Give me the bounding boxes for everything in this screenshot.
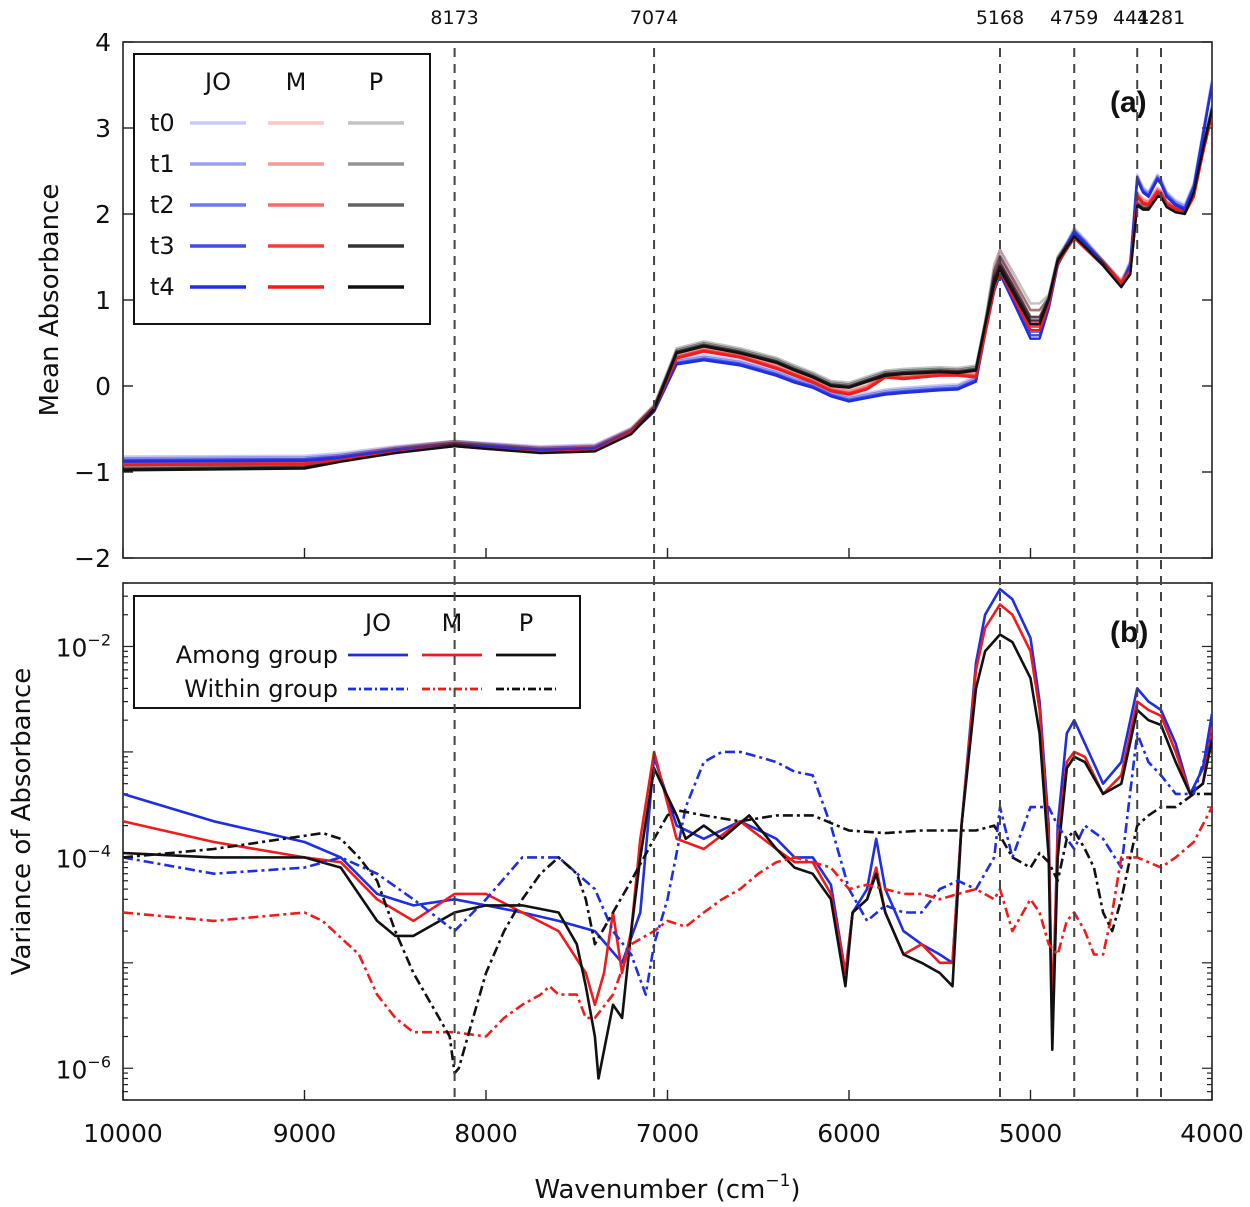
mean-curve-p-t4 xyxy=(123,110,1212,472)
legend-b-col-M: M xyxy=(442,609,463,637)
y-tick-label-a: 4 xyxy=(95,28,111,57)
legend-a: JO M Pt0 t1 t2 t3 t4 xyxy=(133,53,431,325)
legend-b-col-JO: JO xyxy=(363,609,391,637)
peak-label-8173: 8173 xyxy=(430,7,478,29)
y-tick-label-b: 10−2 xyxy=(56,630,111,662)
panel-label-b: (b) xyxy=(1110,616,1148,649)
legend-b: JO M P Among group Within group xyxy=(133,595,581,709)
legend-a-col-P: P xyxy=(369,68,383,96)
x-axis-label: Wavenumber (cm−1) xyxy=(534,1171,800,1205)
y-tick-label-a: −1 xyxy=(74,458,111,487)
legend-a-row-t3: t3 xyxy=(150,232,175,260)
x-axis: 10000 9000 8000 7000 6000 5000 4000 Wavenumber … xyxy=(83,548,1244,1205)
legend-b-row-among-group: Among group xyxy=(176,641,338,669)
variance-curve-p-within-group xyxy=(123,792,1212,1075)
legend-a-row-t1: t1 xyxy=(150,150,175,178)
x-tick-label: 4000 xyxy=(1180,1119,1244,1148)
y-tick-label-b: 10−6 xyxy=(56,1052,111,1084)
y-tick-label-a: 0 xyxy=(95,372,111,401)
variance-curve-jo-within-group xyxy=(123,732,1212,996)
panel-b-curves xyxy=(123,587,1212,1080)
peak-label-4759: 4759 xyxy=(1050,7,1098,29)
x-tick-label: 9000 xyxy=(273,1119,337,1148)
legend-a-col-JO: JO xyxy=(203,68,231,96)
y-tick-label-a: 2 xyxy=(95,200,111,229)
legend-a-row-t2: t2 xyxy=(150,191,175,219)
panel-label-a: (a) xyxy=(1110,86,1147,119)
panel-a: 4 3 2 1 0 −1 −2 Mean Absorbance (a) JO M Pt0 t1 t2 t3 t… xyxy=(35,28,1213,573)
peak-label-4412: 4412 xyxy=(1113,7,1161,29)
variance-curve-p-among-group xyxy=(123,633,1212,1080)
x-tick-label: 7000 xyxy=(636,1119,700,1148)
panel-a-curves xyxy=(123,79,1212,472)
y-axis-label-a: Mean Absorbance xyxy=(35,184,65,417)
legend-b-row-within-group: Within group xyxy=(184,675,338,703)
y-tick-label-b: 10−4 xyxy=(56,841,111,873)
y-tick-label-a: 1 xyxy=(95,286,111,315)
peak-label-7074: 7074 xyxy=(630,7,678,29)
y-axis-label-b: Variance of Absorbance xyxy=(7,668,37,976)
peak-label-4281: 4281 xyxy=(1137,7,1185,29)
variance-curve-m-within-group xyxy=(123,806,1212,1038)
x-tick-label: 10000 xyxy=(83,1119,163,1148)
panel-b: 10−2 10−4 10−6 Variance of Absorbance (b) JO M… xyxy=(7,582,1213,1101)
x-tick-label: 8000 xyxy=(454,1119,518,1148)
peak-label-5168: 5168 xyxy=(976,7,1024,29)
x-tick-label: 5000 xyxy=(999,1119,1063,1148)
x-tick-label: 6000 xyxy=(817,1119,881,1148)
y-tick-label-a: −2 xyxy=(74,544,111,573)
legend-b-col-P: P xyxy=(519,609,533,637)
legend-a-row-t4: t4 xyxy=(150,273,175,301)
legend-a-col-M: M xyxy=(286,68,307,96)
legend-a-row-t0: t0 xyxy=(150,109,175,137)
y-tick-label-a: 3 xyxy=(95,114,111,143)
